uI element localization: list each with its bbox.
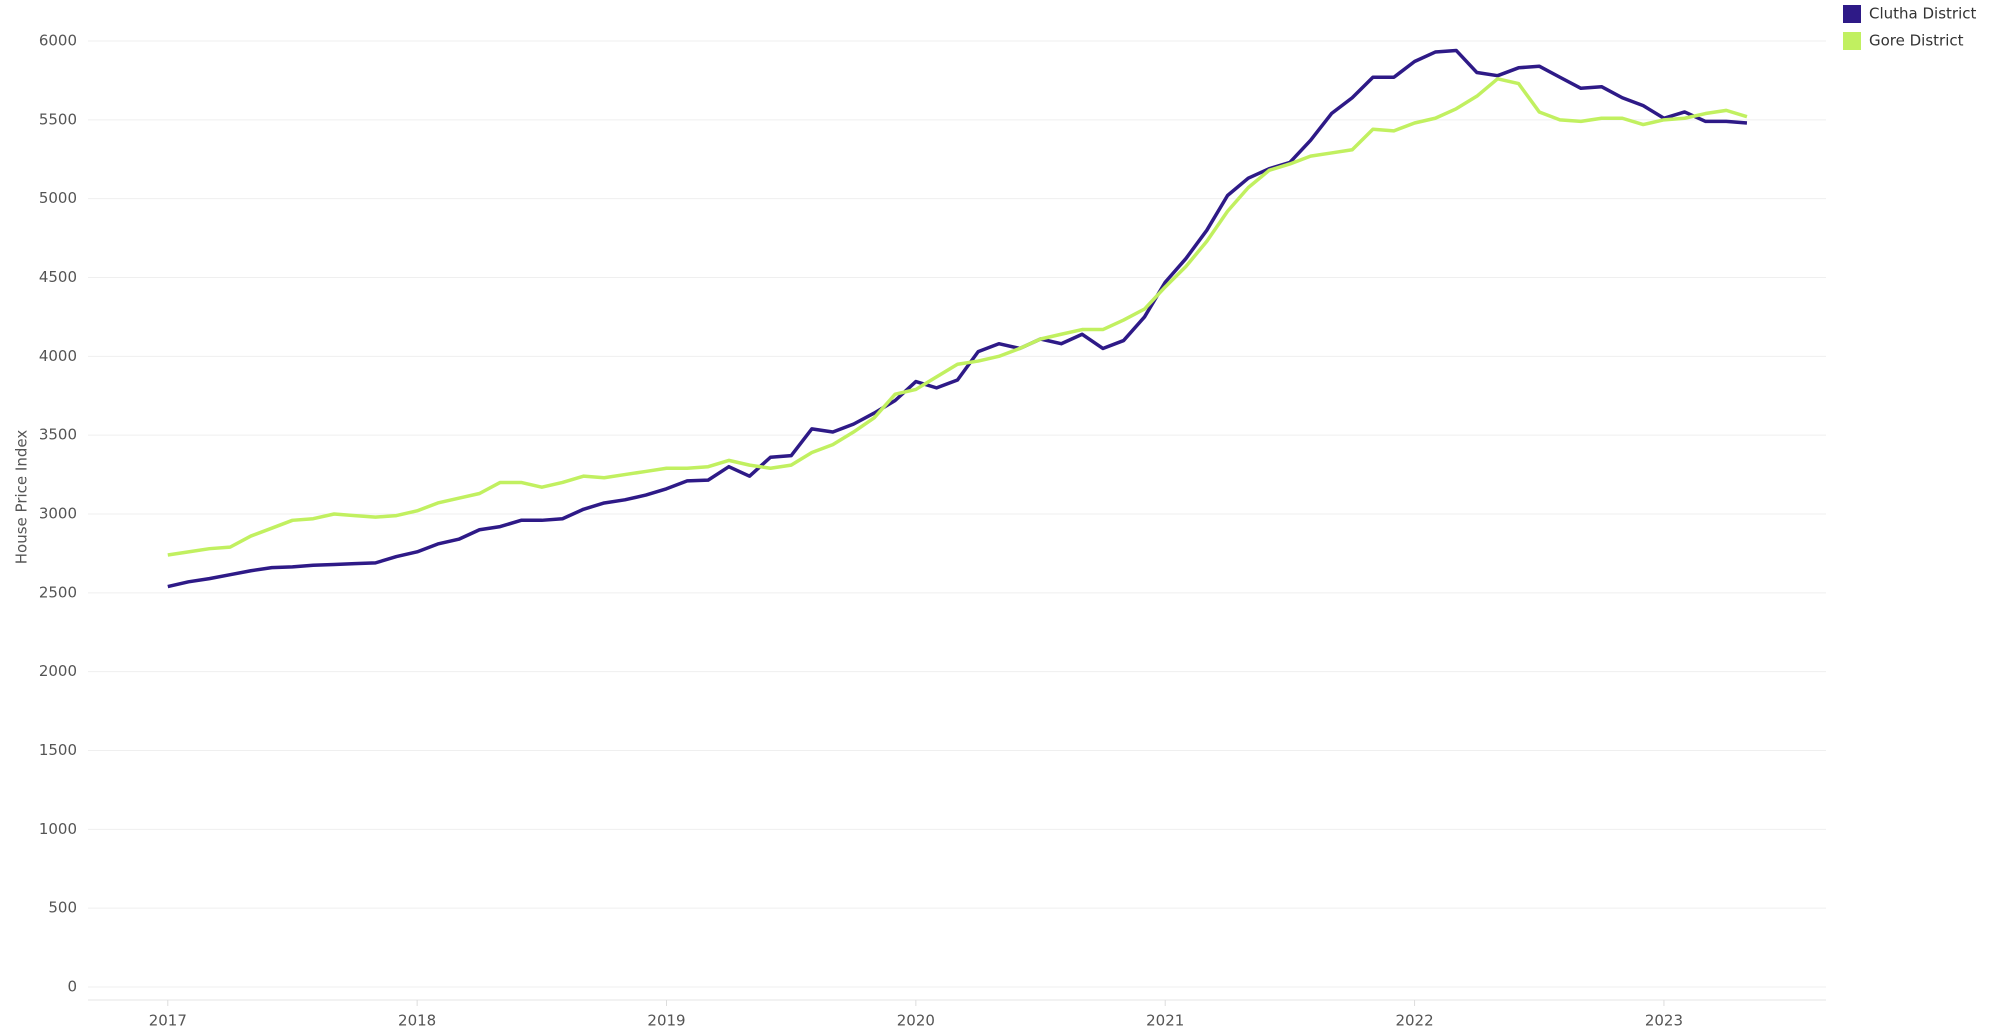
x-tick-label: 2023 (1645, 1012, 1683, 1028)
x-tick-label: 2020 (897, 1012, 935, 1028)
y-tick-label: 3000 (39, 505, 77, 523)
y-tick-label: 0 (67, 978, 77, 996)
y-tick-label: 5000 (39, 189, 77, 207)
x-tick-label: 2018 (398, 1012, 436, 1028)
series-line (167, 77, 1748, 557)
y-axis-label: House Price Index (13, 430, 31, 565)
x-tick-label: 2022 (1395, 1012, 1433, 1028)
x-tick-label: 2017 (149, 1012, 187, 1028)
y-tick-label: 500 (48, 899, 77, 917)
x-tick-label: 2019 (647, 1012, 685, 1028)
y-tick-label: 2500 (39, 583, 77, 601)
y-tick-label: 4000 (39, 347, 77, 365)
x-tick-label: 2021 (1146, 1012, 1184, 1028)
y-tick-label: 2000 (39, 662, 77, 680)
legend-label: Clutha District (1869, 5, 1976, 23)
y-tick-label: 1500 (39, 741, 77, 759)
y-tick-label: 3500 (39, 426, 77, 444)
y-tick-label: 4500 (39, 268, 77, 286)
y-tick-label: 1000 (39, 820, 77, 838)
legend-label: Gore District (1869, 32, 1964, 50)
y-tick-label: 5500 (39, 110, 77, 128)
legend-swatch (1843, 32, 1861, 50)
series-line (167, 48, 1748, 589)
legend-swatch (1843, 5, 1861, 23)
y-tick-label: 6000 (39, 32, 77, 50)
